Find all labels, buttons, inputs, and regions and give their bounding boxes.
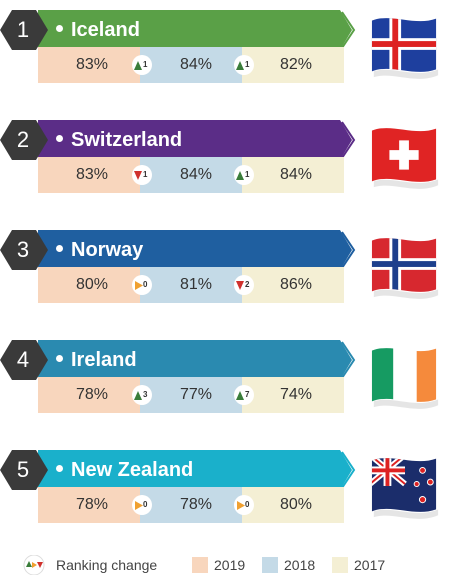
legend: Ranking change 2019 2018 2017 [0, 550, 452, 580]
ranking-change-up-icon: 1 [234, 165, 254, 185]
score-2018: 77% [179, 386, 213, 403]
change-count: 1 [245, 170, 250, 179]
rank-number: 2 [16, 127, 30, 152]
legend-2017-swatch [332, 557, 348, 573]
score-2019: 83% [75, 166, 109, 183]
score-2019: 83% [75, 56, 109, 73]
ireland-flag-icon [371, 348, 439, 409]
ranking-change-up-icon: 1 [132, 55, 152, 75]
scores-row: 78% 0 78% 0 80% [38, 487, 344, 523]
scores-row: 80% 0 81% 2 86% [38, 267, 344, 303]
cell-2019 [38, 157, 140, 193]
cell-2017 [242, 267, 344, 303]
score-2018: 78% [179, 496, 213, 513]
legend-2017-label: 2017 [354, 557, 386, 573]
rank-number: 4 [16, 347, 30, 372]
country-name: Iceland [56, 14, 140, 46]
ranking-change-up-icon: 7 [234, 385, 254, 405]
score-2018: 84% [179, 56, 213, 73]
norway-flag-icon [371, 238, 439, 299]
new-zealand-flag-icon [371, 458, 439, 519]
score-2017: 82% [279, 56, 313, 73]
score-2017: 84% [279, 166, 313, 183]
score-2019: 80% [75, 276, 109, 293]
country-banner: 1 Iceland [0, 10, 360, 50]
cell-2018 [140, 157, 242, 193]
rank-number: 5 [16, 457, 30, 482]
cell-2018 [140, 487, 242, 523]
ranking-entry: 1 Iceland 83% 1 84% 1 82% [0, 10, 452, 100]
ranking-change-down-icon: 1 [132, 165, 152, 185]
cell-2017 [242, 157, 344, 193]
cell-2018 [140, 267, 242, 303]
country-name-text: New Zealand [71, 459, 194, 481]
iceland-flag-icon [371, 18, 439, 79]
ranking-change-up-icon: 1 [234, 55, 254, 75]
country-name-text: Ireland [71, 349, 137, 371]
ranking-change-icon [23, 555, 45, 575]
bullet-dot [56, 135, 63, 143]
change-count: 0 [143, 500, 148, 509]
cell-2018 [140, 47, 242, 83]
change-count: 3 [143, 390, 148, 399]
ranking-change-up-icon: 3 [132, 385, 152, 405]
ranking-entry: 4 Ireland 78% 3 77% 7 74% [0, 340, 452, 430]
bullet-dot [56, 25, 63, 33]
score-2019: 78% [75, 496, 109, 513]
ranking-entry: 3 Norway 80% 0 81% 2 86% [0, 230, 452, 320]
score-2018: 81% [179, 276, 213, 293]
scores-row: 83% 1 84% 1 84% [38, 157, 344, 193]
country-name-text: Norway [71, 239, 144, 261]
cell-2017 [242, 377, 344, 413]
country-banner: 4 Ireland [0, 340, 360, 380]
score-2018: 84% [179, 166, 213, 183]
score-2019: 78% [75, 386, 109, 403]
change-count: 2 [245, 280, 250, 289]
cell-2018 [140, 377, 242, 413]
scores-row: 78% 3 77% 7 74% [38, 377, 344, 413]
legend-2019-label: 2019 [214, 557, 246, 573]
cell-2019 [38, 47, 140, 83]
country-name-text: Switzerland [71, 129, 183, 151]
change-count: 1 [245, 60, 250, 69]
ranking-entry: 5 New Zealand 78% 0 78% 0 80% [0, 450, 452, 540]
cell-2019 [38, 377, 140, 413]
cell-2017 [242, 487, 344, 523]
legend-2019-swatch [192, 557, 208, 573]
change-count: 7 [245, 390, 250, 399]
change-count: 0 [245, 500, 250, 509]
cell-2017 [242, 47, 344, 83]
switzerland-flag-icon [371, 128, 439, 189]
country-banner: 5 New Zealand [0, 450, 360, 490]
ranking-entry: 2 Switzerland 83% 1 84% 1 84% [0, 120, 452, 210]
rank-number: 1 [16, 17, 30, 42]
country-name: Ireland [56, 344, 137, 376]
score-2017: 74% [279, 386, 313, 403]
bullet-dot [56, 245, 63, 253]
scores-row: 83% 1 84% 1 82% [38, 47, 344, 83]
rank-number: 3 [16, 237, 30, 262]
country-name: New Zealand [56, 454, 193, 486]
country-name-text: Iceland [71, 19, 140, 41]
score-2017: 80% [279, 496, 313, 513]
cell-2019 [38, 487, 140, 523]
country-name: Switzerland [56, 124, 182, 156]
legend-2018-swatch [262, 557, 278, 573]
legend-2018-label: 2018 [284, 557, 316, 573]
change-count: 0 [143, 280, 148, 289]
cell-2019 [38, 267, 140, 303]
change-count: 1 [143, 170, 148, 179]
ranking-change-same-icon: 0 [132, 495, 152, 515]
legend-ranking-change-label: Ranking change [56, 557, 158, 573]
country-banner: 3 Norway [0, 230, 360, 270]
change-count: 1 [143, 60, 148, 69]
bullet-dot [56, 355, 63, 363]
ranking-change-same-icon: 0 [132, 275, 152, 295]
country-banner: 2 Switzerland [0, 120, 360, 160]
ranking-change-same-icon: 0 [234, 495, 254, 515]
bullet-dot [56, 465, 63, 473]
country-name: Norway [56, 234, 143, 266]
ranking-change-down-icon: 2 [234, 275, 254, 295]
score-2017: 86% [279, 276, 313, 293]
